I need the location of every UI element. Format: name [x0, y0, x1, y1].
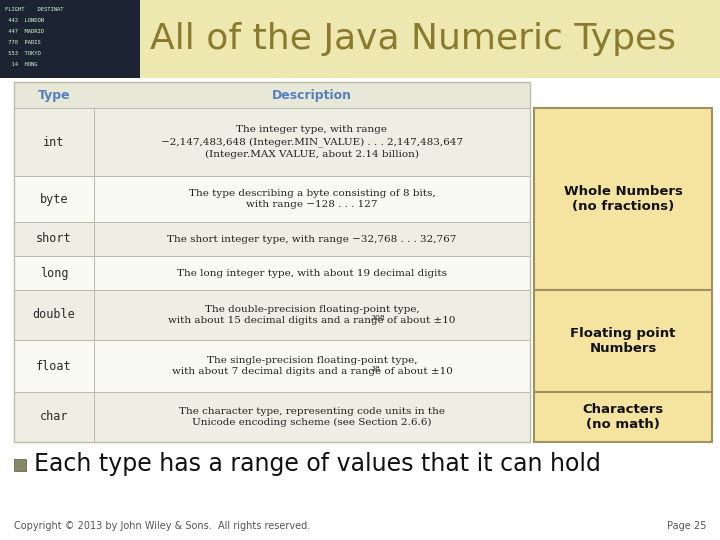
Text: Whole Numbers
(no fractions): Whole Numbers (no fractions) [564, 185, 683, 213]
Text: 308: 308 [370, 314, 384, 322]
Bar [14, 459, 26, 471]
Bar [14, 222, 530, 256]
Bar [534, 392, 712, 442]
Text: float: float [36, 360, 72, 373]
Text: 447  MADRID: 447 MADRID [5, 29, 44, 34]
Text: double: double [32, 308, 76, 321]
Bar [14, 108, 530, 176]
Bar [14, 82, 530, 442]
Bar [14, 256, 530, 290]
Text: Each type has a range of values that it can hold: Each type has a range of values that it … [34, 452, 601, 476]
Text: The character type, representing code units in the
Unicode encoding scheme (see : The character type, representing code un… [179, 407, 445, 428]
Text: The type describing a byte consisting of 8 bits,
with range −128 . . . 127: The type describing a byte consisting of… [189, 188, 436, 210]
Bar [534, 290, 712, 392]
Text: The short integer type, with range −32,768 . . . 32,767: The short integer type, with range −32,7… [167, 234, 456, 244]
Bar [0, 0, 720, 78]
Text: int: int [43, 136, 65, 148]
Text: short: short [36, 233, 72, 246]
Bar [14, 82, 530, 108]
Text: The long integer type, with about 19 decimal digits: The long integer type, with about 19 dec… [177, 268, 447, 278]
Bar [14, 392, 530, 442]
Text: Floating point
Numbers: Floating point Numbers [570, 327, 675, 355]
Text: Copyright © 2013 by John Wiley & Sons.  All rights reserved.: Copyright © 2013 by John Wiley & Sons. A… [14, 521, 310, 531]
Text: byte: byte [40, 192, 68, 206]
Text: 442  LONDON: 442 LONDON [5, 18, 44, 23]
Text: FLIGHT    DESTINAT: FLIGHT DESTINAT [5, 7, 63, 12]
Bar [534, 108, 712, 290]
Text: 553  TOKYO: 553 TOKYO [5, 51, 41, 56]
Text: All of the Java Numeric Types: All of the Java Numeric Types [150, 22, 676, 56]
Text: 14  HONG: 14 HONG [5, 62, 37, 67]
Text: The double-precision floating-point type,
with about 15 decimal digits and a ran: The double-precision floating-point type… [168, 305, 456, 326]
Bar [14, 340, 530, 392]
Text: Description: Description [272, 89, 352, 102]
Text: 38: 38 [370, 365, 380, 373]
Text: The integer type, with range
−2,147,483,648 (Integer.MIN_VALUE) . . . 2,147,483,: The integer type, with range −2,147,483,… [161, 125, 463, 159]
Bar [14, 176, 530, 222]
Text: long: long [40, 267, 68, 280]
Text: Type: Type [37, 89, 71, 102]
Bar [0, 0, 140, 78]
Text: The single-precision floating-point type,
with about 7 decimal digits and a rang: The single-precision floating-point type… [171, 356, 452, 376]
Text: Page 25: Page 25 [667, 521, 706, 531]
Text: Characters
(no math): Characters (no math) [582, 403, 664, 431]
Bar [14, 290, 530, 340]
Text: char: char [40, 410, 68, 423]
Text: 770  PARIS: 770 PARIS [5, 40, 41, 45]
